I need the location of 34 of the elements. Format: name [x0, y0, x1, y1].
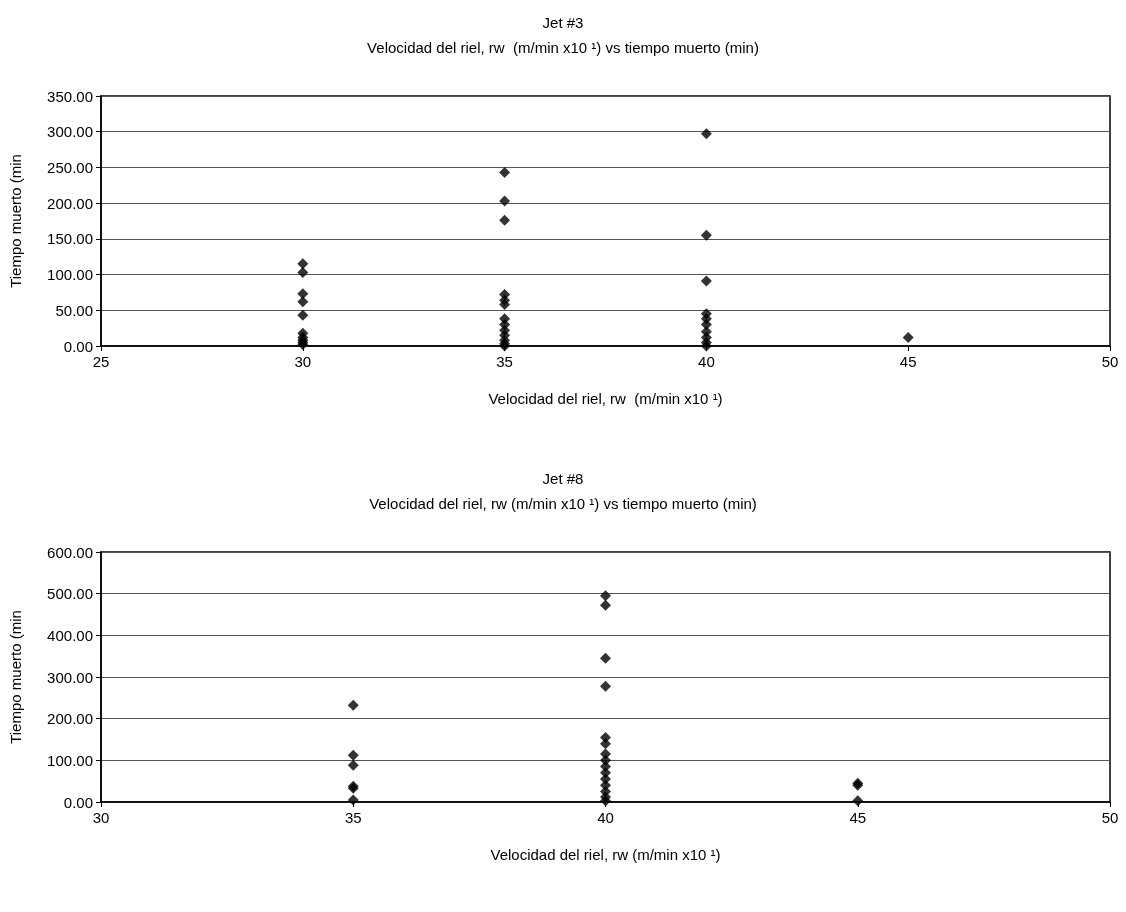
- y-tick-label: 50.00: [55, 301, 93, 319]
- x-axis-title: Velocidad del riel, rw (m/min x10 ¹): [488, 390, 723, 407]
- x-tick-label: 50: [1101, 809, 1119, 826]
- x-axis-title: Velocidad del riel, rw (m/min x10 ¹): [490, 846, 721, 863]
- chart-subtitle: Velocidad del riel, rw (m/min x10 ¹) vs tiempo muerto (min): [367, 39, 759, 56]
- chart-subtitle: Velocidad del riel, rw (m/min x10 ¹) vs tiempo muerto (min): [369, 495, 757, 512]
- x-tick-label: 30: [294, 353, 312, 370]
- x-tick-label: 45: [899, 353, 917, 370]
- y-tick-label: 500.00: [47, 585, 93, 603]
- chart-title: Jet #3: [542, 14, 584, 31]
- y-tick-label: 0.00: [63, 793, 93, 811]
- y-tick-label: 300.00: [47, 123, 93, 141]
- x-tick-label: 25: [92, 353, 110, 370]
- x-tick-label: 35: [344, 809, 362, 826]
- chart-title: Jet #8: [542, 470, 584, 487]
- x-tick-label: 40: [597, 809, 614, 826]
- y-tick-label: 600.00: [47, 543, 93, 561]
- y-tick-label: 300.00: [47, 668, 93, 686]
- x-tick-label: 30: [92, 809, 110, 826]
- y-tick-label: 100.00: [47, 751, 93, 769]
- x-tick-label: 45: [849, 809, 867, 826]
- x-tick-label: 40: [698, 353, 715, 370]
- x-tick-label: 35: [496, 353, 513, 370]
- x-tick-label: 50: [1101, 353, 1119, 370]
- y-axis-title: Tiempo muerto (min: [7, 610, 24, 744]
- y-tick-label: 400.00: [47, 626, 93, 644]
- y-tick-label: 100.00: [47, 266, 93, 284]
- y-tick-label: 350.00: [47, 87, 93, 105]
- y-tick-label: 200.00: [47, 194, 93, 212]
- y-tick-label: 200.00: [47, 710, 93, 728]
- y-tick-label: 150.00: [47, 230, 93, 248]
- y-tick-label: 0.00: [63, 337, 93, 355]
- y-tick-label: 250.00: [47, 158, 93, 176]
- y-axis-title: Tiempo muerto (min: [7, 154, 24, 288]
